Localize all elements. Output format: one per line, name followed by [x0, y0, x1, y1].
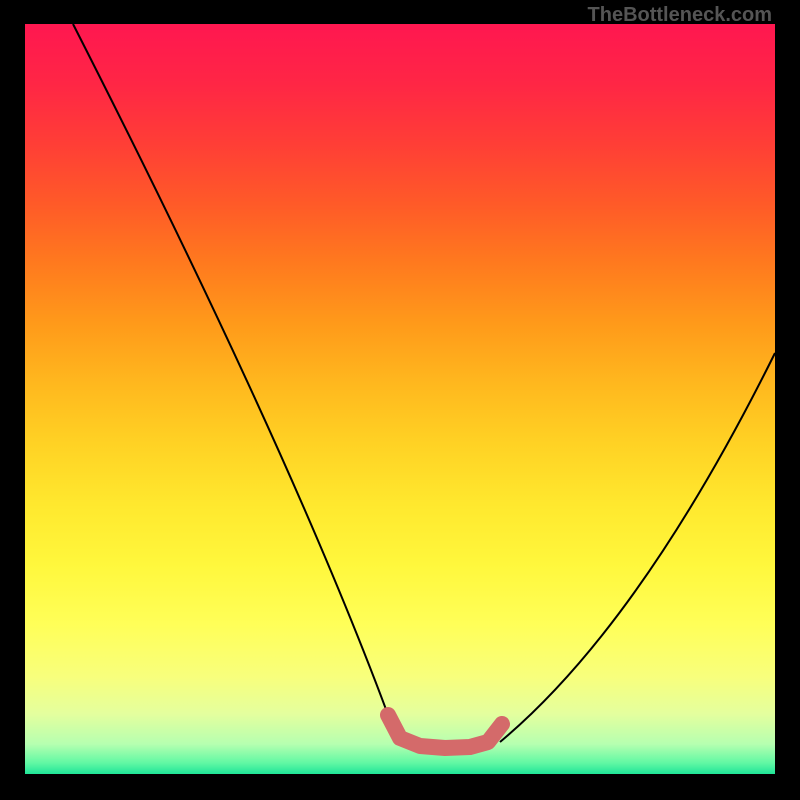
- watermark-text: TheBottleneck.com: [588, 4, 772, 27]
- chart-stage: TheBottleneck.com: [0, 0, 800, 800]
- plot-background: [25, 24, 775, 774]
